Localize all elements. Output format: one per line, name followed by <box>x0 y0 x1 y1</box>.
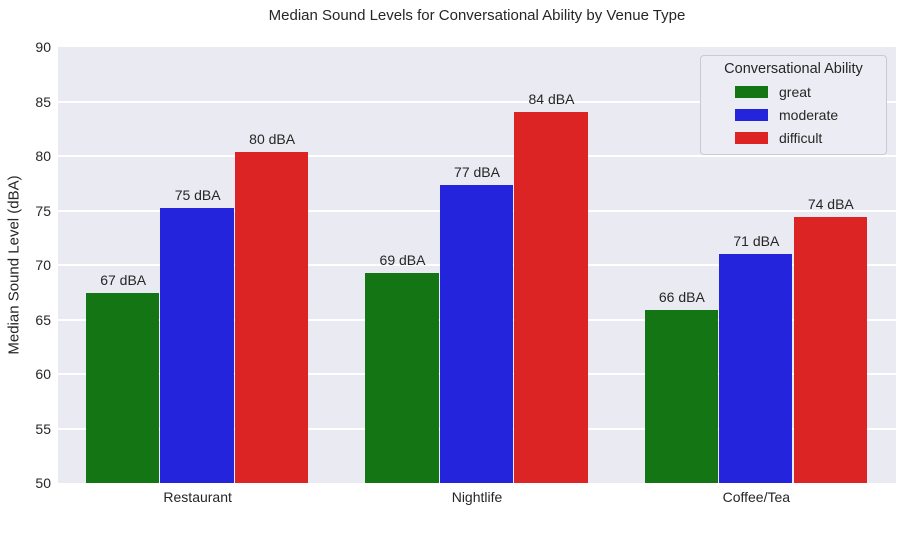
bar-value-label: 66 dBA <box>658 288 705 305</box>
legend-item-moderate: moderate <box>707 103 880 126</box>
legend-item-great: great <box>707 80 880 103</box>
bar-moderate-coffee-tea <box>719 254 793 483</box>
xtick-label-nightlife: Nightlife <box>451 489 503 505</box>
gridline-80 <box>58 155 896 157</box>
ytick-label-55: 55 <box>35 420 51 437</box>
ytick-label-60: 60 <box>35 366 51 382</box>
legend-swatch-moderate <box>735 108 768 121</box>
gridline-85 <box>58 100 896 103</box>
ytick-label-90: 90 <box>35 39 51 55</box>
ytick-label-65: 65 <box>35 311 51 328</box>
legend-label-great: great <box>779 83 811 100</box>
legend-swatch-great <box>735 85 768 98</box>
legend-title: Conversational Ability <box>724 61 863 77</box>
bar-difficult-coffee-tea <box>793 217 867 483</box>
ytick-label-70: 70 <box>35 257 51 273</box>
bar-difficult-nightlife <box>514 112 588 483</box>
bar-value-label: 77 dBA <box>454 164 500 181</box>
bar-moderate-restaurant <box>160 208 234 483</box>
bar-great-coffee-tea <box>644 309 718 483</box>
chart-title: Median Sound Levels for Conversational A… <box>268 7 686 24</box>
legend-label-moderate: moderate <box>779 106 839 123</box>
bar-value-label: 71 dBA <box>733 233 780 250</box>
bar-value-label: 69 dBA <box>379 251 426 268</box>
xtick-label-coffee-tea: Coffee/Tea <box>722 489 791 505</box>
legend-entries: great moderate difficult <box>707 80 880 149</box>
ytick-label-75: 75 <box>35 202 51 219</box>
legend: Conversational Ability great moderate diff… <box>700 55 887 155</box>
bar-value-label: 80 dBA <box>249 130 296 147</box>
bar-great-nightlife <box>365 272 439 483</box>
bar-value-label: 67 dBA <box>100 272 147 289</box>
bar-great-restaurant <box>85 293 160 483</box>
bar-value-label: 84 dBA <box>528 91 575 108</box>
bar-value-label: 74 dBA <box>807 196 854 213</box>
bar-difficult-restaurant <box>234 151 309 483</box>
ytick-label-50: 50 <box>35 475 51 491</box>
bar-moderate-nightlife <box>439 185 514 483</box>
legend-swatch-difficult <box>735 131 768 144</box>
ytick-label-80: 80 <box>35 148 51 164</box>
bar-value-label: 75 dBA <box>174 187 221 204</box>
legend-label-difficult: difficult <box>779 129 823 146</box>
legend-item-difficult: difficult <box>707 126 880 149</box>
ytick-label-85: 85 <box>35 93 51 110</box>
xtick-label-restaurant: Restaurant <box>163 489 232 505</box>
